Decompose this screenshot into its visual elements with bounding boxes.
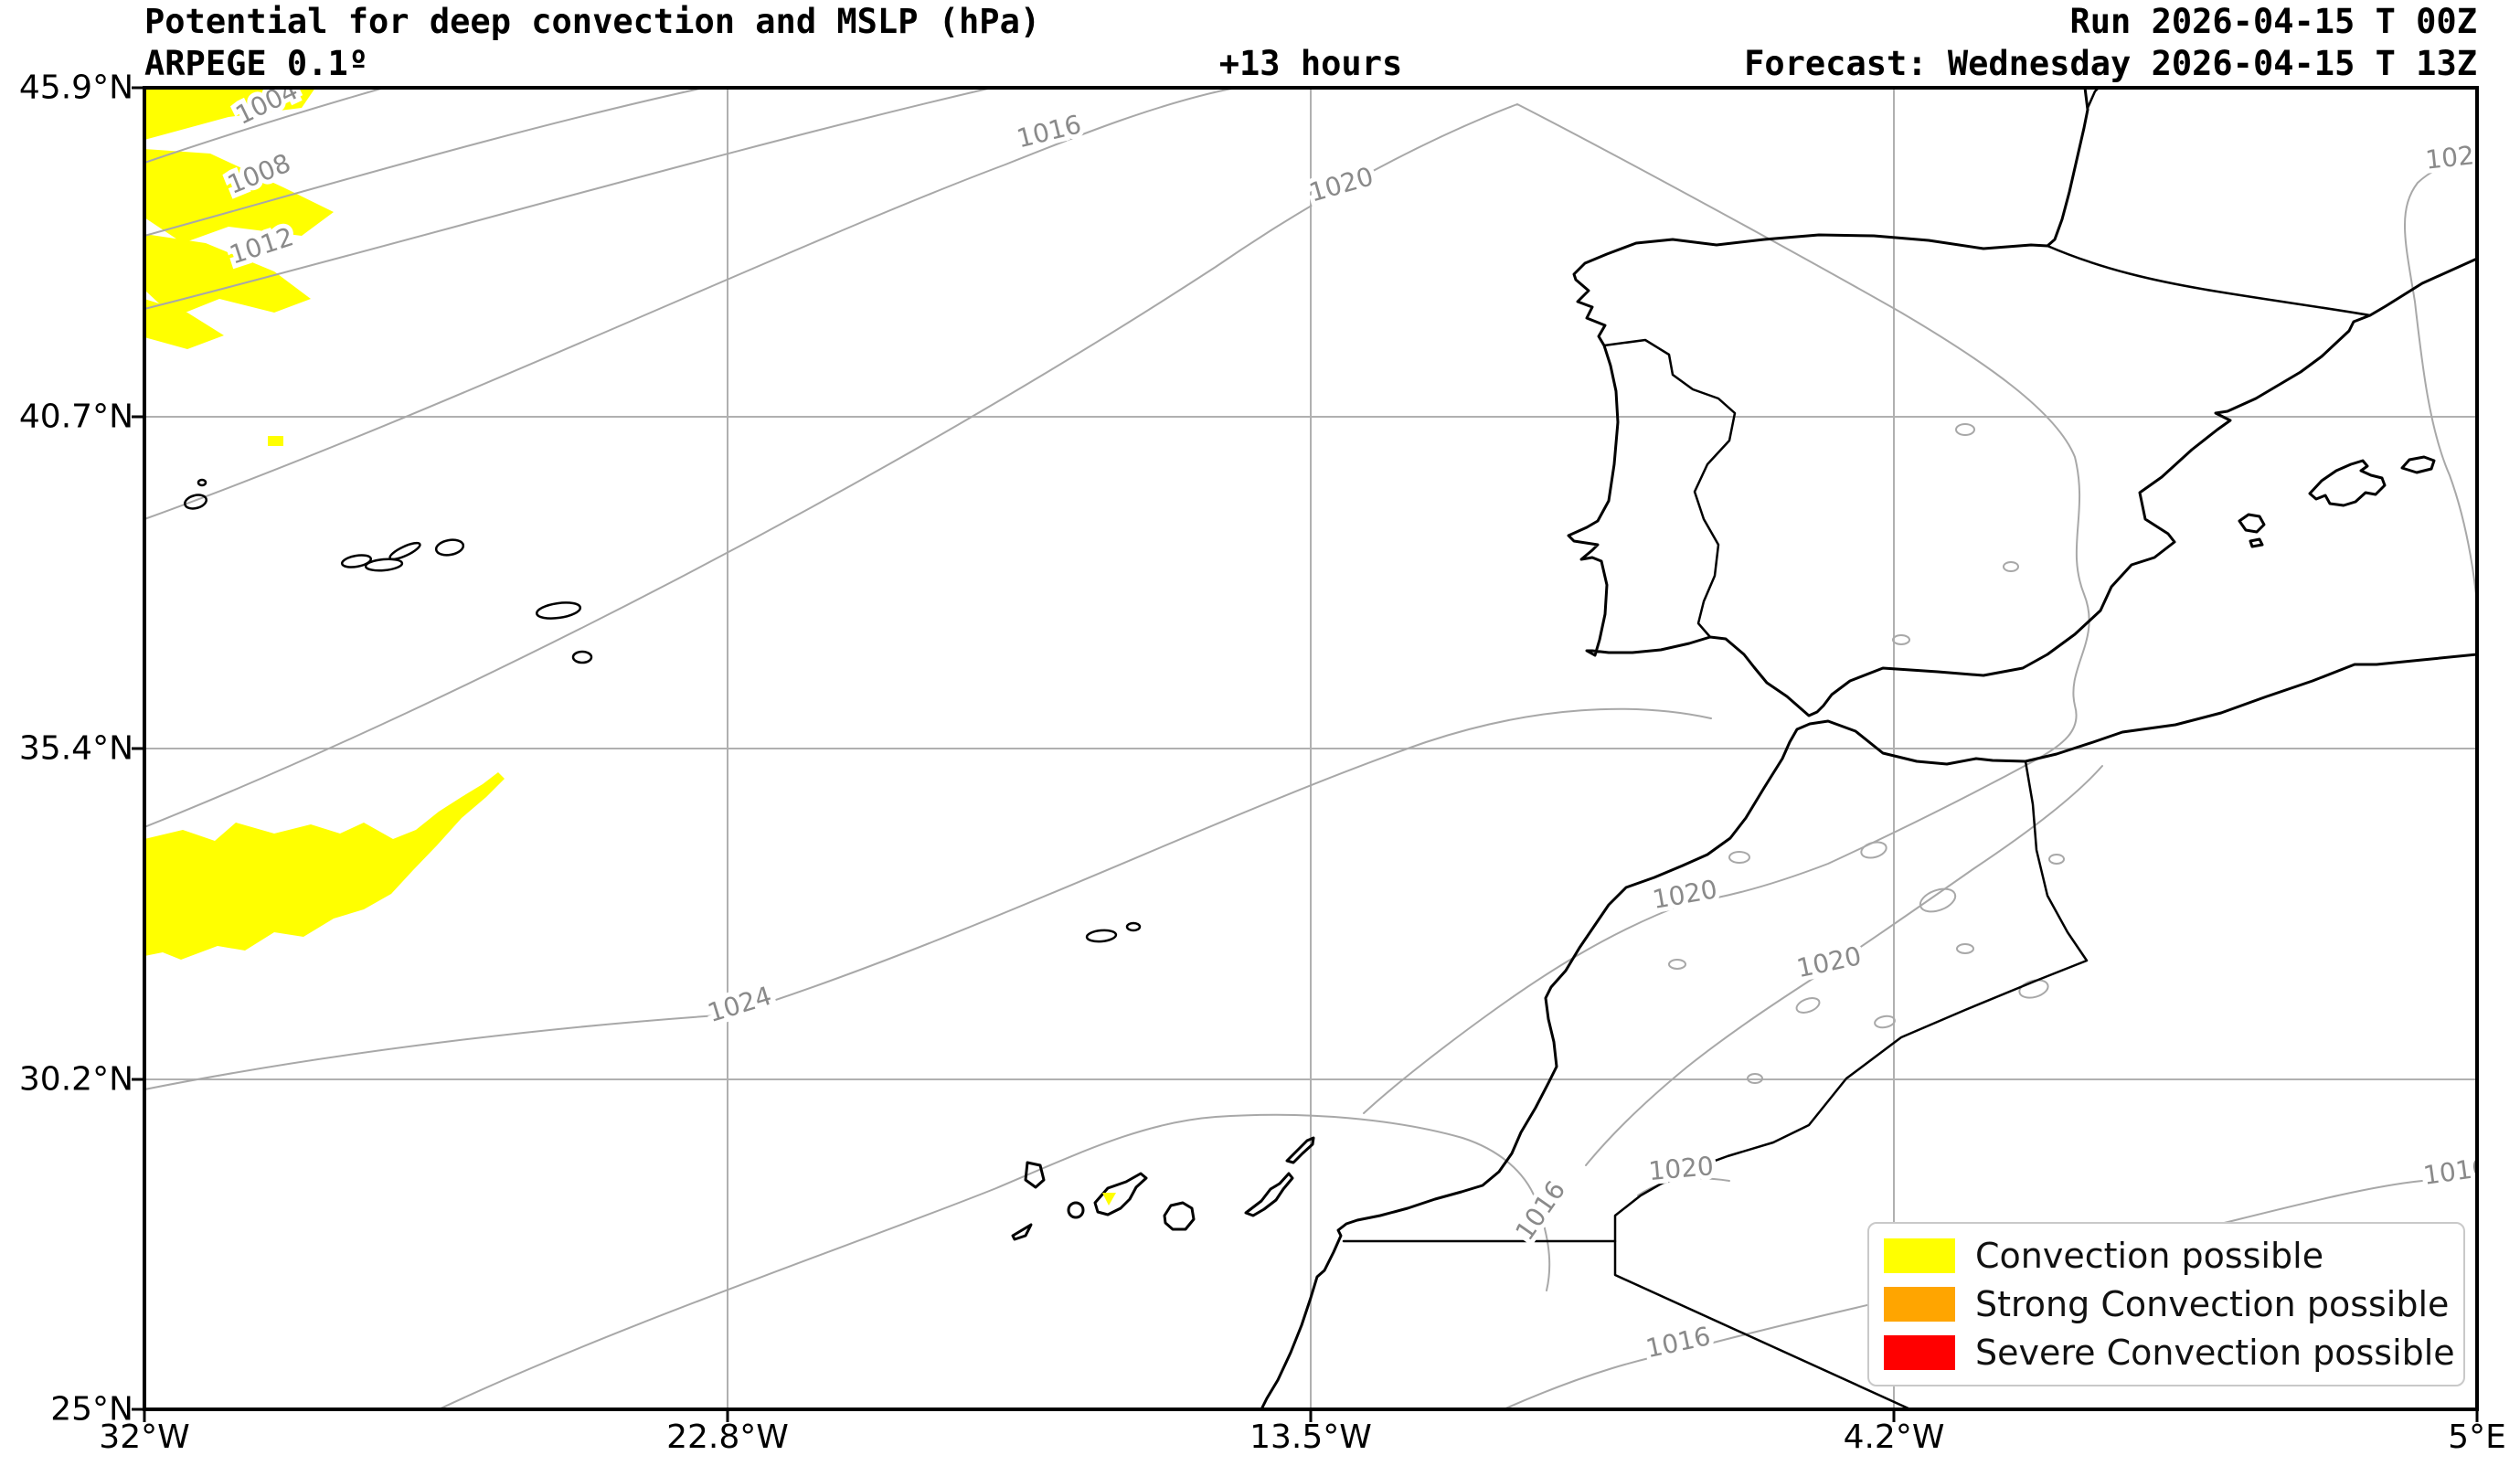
canary-islands [1011, 1136, 1315, 1241]
atlantic-islands [184, 478, 1142, 943]
legend-color-swatch [1884, 1335, 1955, 1371]
graticule [144, 88, 2477, 1409]
coastlines [184, 88, 2477, 1409]
lon-tick-label: 32°W [99, 1418, 190, 1456]
legend-color-swatch [1884, 1238, 1955, 1273]
lat-tick-label: 35.4°N [18, 729, 133, 768]
ibiza [2238, 513, 2266, 534]
legend-item: Severe Convection possible [1884, 1333, 2455, 1374]
isobar-1020-northeast [2404, 156, 2477, 614]
la-gomera [1067, 1201, 1085, 1219]
isobar-1024 [144, 707, 1712, 1090]
pyrenees-border [2046, 244, 2372, 317]
menorca [2400, 455, 2436, 474]
convection-spot-tenerife [1102, 1193, 1116, 1206]
lon-tick-label: 22.8°W [666, 1418, 789, 1456]
lon-tick-label: 13.5°W [1249, 1418, 1372, 1456]
el-hierro [1011, 1223, 1033, 1241]
lanzarote [1285, 1136, 1315, 1164]
fuerteventura [1244, 1172, 1294, 1217]
legend-item-label: Severe Convection possible [1975, 1333, 2455, 1374]
balearic-islands [2238, 455, 2436, 548]
lat-tick-label: 40.7°N [18, 398, 133, 436]
legend-item: Strong Convection possible [1884, 1284, 2454, 1324]
lon-tick-label: 4.2°W [1843, 1418, 1945, 1456]
tenerife [1093, 1172, 1148, 1216]
iberia-coastline [1567, 88, 2477, 717]
lon-tick-label: 5°E [2448, 1418, 2506, 1456]
madeira [1085, 929, 1118, 943]
run-label: Run 2026-04-15 T 00Z [2069, 2, 2477, 41]
la-palma [1024, 1161, 1046, 1189]
morocco-algeria-border [1613, 760, 2089, 1409]
porto-santo [1125, 921, 1142, 932]
isobar-small-loops [1668, 423, 2065, 1084]
legend: Convection possible Strong Convection po… [1867, 1222, 2465, 1386]
formentera [2249, 537, 2264, 548]
convection-possible-areas [144, 88, 505, 960]
page-title: Potential for deep convection and MSLP (… [144, 2, 1041, 41]
legend-color-swatch [1884, 1286, 1955, 1322]
isobar-1020 [144, 102, 2090, 1114]
lat-tick-label: 25°N [50, 1390, 133, 1429]
legend-item-label: Convection possible [1975, 1235, 2324, 1276]
isobar-1008 [144, 88, 705, 237]
tick-marks [132, 86, 2479, 1422]
legend-item: Convection possible [1884, 1236, 2454, 1276]
lead-time-label: +13 hours [1218, 44, 1403, 83]
lat-tick-label: 30.2°N [18, 1060, 133, 1099]
gran-canaria [1163, 1201, 1196, 1231]
isobar-1012 [144, 88, 993, 310]
africa-coastline [1260, 653, 2477, 1409]
isobar-1004 [144, 88, 385, 164]
isobar-contours [144, 88, 2477, 1409]
mallorca [2308, 459, 2387, 507]
forecast-label: Forecast: Wednesday 2026-04-15 T 13Z [1744, 44, 2477, 83]
model-label: ARPEGE 0.1º [144, 44, 369, 83]
portugal-spain-border [1602, 338, 1737, 639]
isobar-value-label: 1020 [2424, 138, 2492, 175]
isobar-1020-south [1637, 1177, 1730, 1196]
isobar-1016-coastal [438, 1113, 1551, 1409]
lat-tick-label: 45.9°N [18, 69, 133, 107]
isobar-value-label: 1020 [1647, 1151, 1715, 1186]
isobar-1020-atlas [1585, 765, 2103, 1166]
legend-item-label: Strong Convection possible [1975, 1283, 2450, 1324]
isobar-1016 [144, 88, 1237, 520]
